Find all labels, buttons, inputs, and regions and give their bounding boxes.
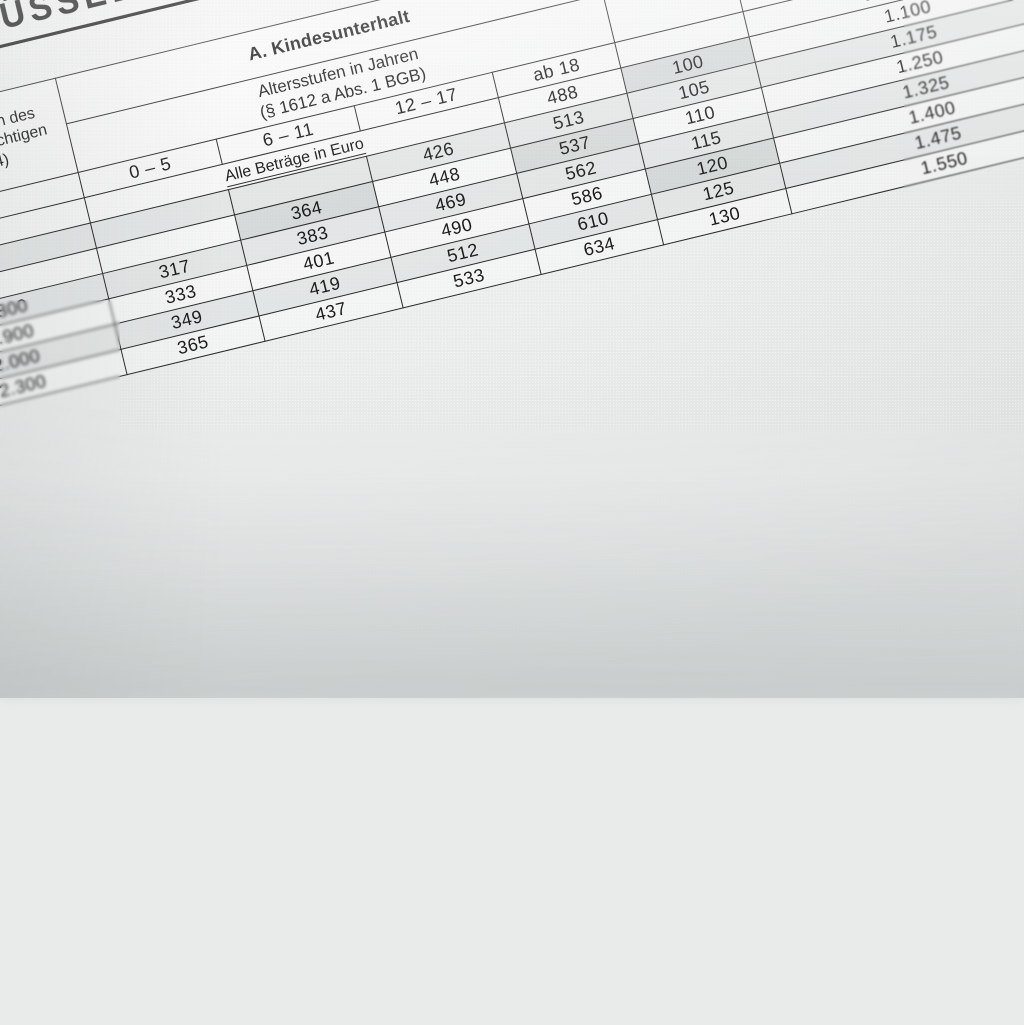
header-prozentsatz-line2: satz	[653, 0, 686, 1]
header-income-line2: Barunterhaltspflichtigen	[0, 121, 49, 178]
duesseldorfer-table: Nettoeinkommen des Barunterhaltspflichti…	[0, 0, 1024, 424]
header-income-line3: (Anm. 3, 4)	[0, 150, 11, 186]
